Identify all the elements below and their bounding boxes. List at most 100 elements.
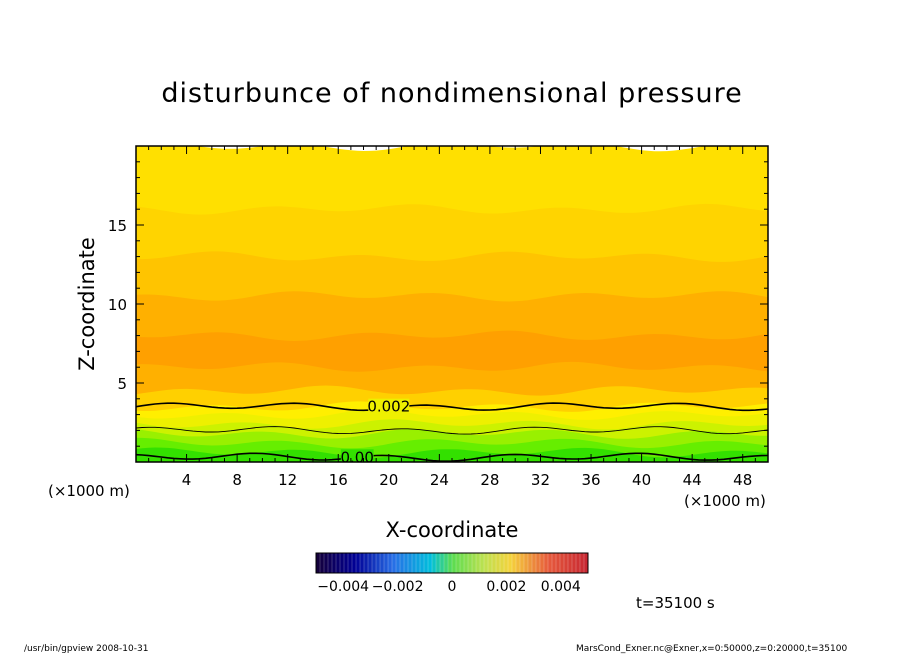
colorbar-cell-9: [352, 553, 357, 573]
y-tick-label-10: 10: [108, 296, 127, 314]
colorbar-cell-11: [360, 553, 365, 573]
colorbar-cell-0: [316, 553, 321, 573]
colorbar-cell-56: [540, 553, 545, 573]
x-tick-label-36: 36: [581, 471, 600, 489]
colorbar-cell-67: [584, 553, 589, 573]
colorbar-cell-14: [372, 553, 377, 573]
contour-label-bg-2: [340, 449, 374, 462]
colorbar-cell-34: [452, 553, 457, 573]
colorbar-cell-65: [576, 553, 581, 573]
time-label: t=35100 s: [636, 594, 715, 612]
colorbar-cell-42: [484, 553, 489, 573]
colorbar-cell-2: [324, 553, 329, 573]
y-axis-ticks: 5 10 15: [108, 161, 768, 447]
colorbar-cell-10: [356, 553, 361, 573]
x-tick-label-32: 32: [531, 471, 550, 489]
colorbar-cell-15: [376, 553, 381, 573]
colorbar-cell-23: [408, 553, 413, 573]
colorbar-cell-21: [400, 553, 405, 573]
colorbar-cell-58: [548, 553, 553, 573]
x-tick-label-48: 48: [733, 471, 752, 489]
contour-label-0: 0.002: [367, 398, 410, 416]
colorbar-cell-47: [504, 553, 509, 573]
colorbar-labels: −0.004 −0.002 0 0.002 0.004: [317, 579, 581, 595]
colorbar-cell-43: [488, 553, 493, 573]
colorbar-cell-4: [332, 553, 337, 573]
contour-line-0: [136, 402, 768, 412]
colorbar-cell-17: [384, 553, 389, 573]
colorbar-cell-60: [556, 553, 561, 573]
contour-label-2: 0.00: [340, 448, 373, 466]
colorbar-cell-38: [468, 553, 473, 573]
colorbar-label-2: 0: [448, 579, 457, 595]
footer-left: /usr/bin/gpview 2008-10-31: [24, 644, 148, 654]
chart-title: disturbunce of nondimensional pressure: [161, 78, 742, 109]
colorbar-cell-62: [564, 553, 569, 573]
x-tick-label-8: 8: [232, 471, 242, 489]
contour-line-1: [136, 426, 768, 435]
colorbar-cell-6: [340, 553, 345, 573]
y-axis-label: Z-coordinate: [75, 237, 99, 371]
y-tick-label-15: 15: [108, 217, 127, 235]
footer-right: MarsCond_Exner.nc@Exner,x=0:50000,z=0:20…: [576, 644, 847, 654]
colorbar-cell-59: [552, 553, 557, 573]
x-unit-right: (×1000 m): [684, 492, 766, 510]
colorbar-cell-8: [348, 553, 353, 573]
colorbar-cell-22: [404, 553, 409, 573]
colorbar-cell-51: [520, 553, 525, 573]
colorbar-cell-27: [424, 553, 429, 573]
colorbar-cell-16: [380, 553, 385, 573]
colorbar-cell-52: [524, 553, 529, 573]
colorbar-cell-31: [440, 553, 445, 573]
x-tick-label-24: 24: [430, 471, 449, 489]
colorbar-cell-50: [516, 553, 521, 573]
colorbar-frame: [315, 552, 589, 574]
colorbar-cell-33: [448, 553, 453, 573]
colorbar-cell-57: [544, 553, 549, 573]
colorbar-cell-5: [336, 553, 341, 573]
colorbar-cell-3: [328, 553, 333, 573]
colorbar-label-0: −0.004: [317, 579, 369, 595]
colorbar-cell-44: [492, 553, 497, 573]
colorbar-cell-54: [532, 553, 537, 573]
colorbar-cell-7: [344, 553, 349, 573]
plot-bands: [136, 146, 768, 462]
x-axis-label: X-coordinate: [386, 518, 519, 542]
colorbar-cell-32: [444, 553, 449, 573]
colorbar-label-1: −0.002: [372, 579, 424, 595]
colorbar-label-3: 0.002: [486, 579, 526, 595]
colorbar-cell-29: [432, 553, 437, 573]
colorbar-cell-35: [456, 553, 461, 573]
colorbar-cell-25: [416, 553, 421, 573]
colorbar: [315, 552, 589, 574]
colorbar-cell-24: [412, 553, 417, 573]
x-tick-label-44: 44: [683, 471, 702, 489]
contours: 0.002 0.00: [136, 398, 768, 466]
colorbar-cell-45: [496, 553, 501, 573]
colorbar-cell-66: [580, 553, 585, 573]
colorbar-cell-39: [472, 553, 477, 573]
colorbar-cell-20: [396, 553, 401, 573]
x-tick-label-12: 12: [278, 471, 297, 489]
colorbar-cell-40: [476, 553, 481, 573]
colorbar-cell-61: [560, 553, 565, 573]
colorbar-cell-48: [508, 553, 513, 573]
x-tick-label-20: 20: [379, 471, 398, 489]
x-tick-label-28: 28: [480, 471, 499, 489]
x-tick-label-40: 40: [632, 471, 651, 489]
colorbar-label-4: 0.004: [541, 579, 581, 595]
colorbar-cell-64: [572, 553, 577, 573]
x-unit-left: (×1000 m): [48, 482, 130, 500]
colorbar-cell-37: [464, 553, 469, 573]
colorbar-cell-46: [500, 553, 505, 573]
y-tick-label-5: 5: [117, 375, 127, 393]
colorbar-cell-41: [480, 553, 485, 573]
colorbar-cell-26: [420, 553, 425, 573]
colorbar-cell-36: [460, 553, 465, 573]
colorbar-cell-30: [436, 553, 441, 573]
band-0: [136, 447, 768, 462]
colorbar-cell-18: [388, 553, 393, 573]
x-axis-ticks: 4 8 12 16 20 24 28 32 36 40 44 48: [148, 146, 756, 489]
x-tick-label-4: 4: [182, 471, 192, 489]
